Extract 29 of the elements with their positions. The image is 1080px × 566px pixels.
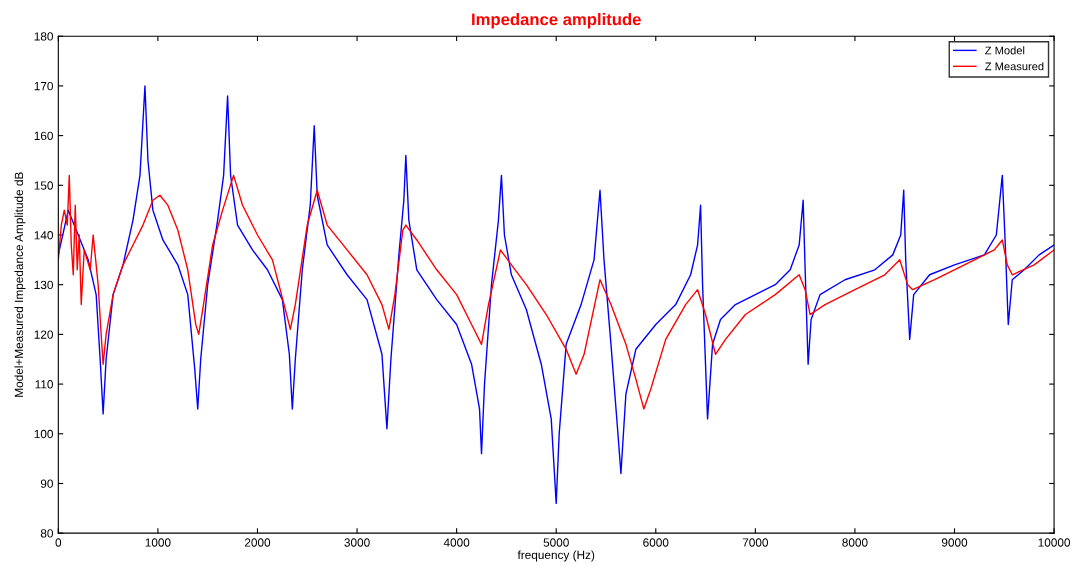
y-tick-label: 80 — [40, 529, 53, 538]
y-tick-label: 130 — [34, 280, 53, 290]
y-tick-label: 100 — [34, 429, 53, 439]
y-tick-label: 120 — [34, 330, 53, 339]
line-series — [58, 85, 1055, 505]
x-tick-label: 3000 — [344, 538, 370, 547]
legend-label: Z Model — [985, 46, 1025, 55]
x-tick-label: 9000 — [941, 538, 968, 547]
y-axis-title: Model+Measured Impedance Amplitude dB — [14, 172, 26, 397]
x-tick-label: 7000 — [742, 538, 769, 547]
chart-title: Impedance amplitude — [472, 13, 641, 29]
y-tick-label: 160 — [34, 131, 53, 141]
y-tick-label: 180 — [34, 32, 53, 41]
y-tick-label: 150 — [34, 181, 53, 190]
x-tick-label: 1000 — [145, 538, 171, 547]
x-tick-label: 2000 — [244, 538, 271, 547]
y-tick-label: 170 — [34, 81, 53, 91]
x-tick-label: 8000 — [842, 538, 868, 547]
line-series — [58, 174, 1055, 410]
x-axis-title: frequency (Hz) — [517, 550, 595, 562]
x-tick-label: 5000 — [543, 538, 569, 547]
legend-label: Z Measured — [985, 62, 1044, 71]
x-tick-label: 10000 — [1038, 538, 1071, 547]
x-tick-label: 0 — [55, 538, 62, 547]
y-tick-label: 110 — [35, 380, 53, 389]
x-tick-label: 4000 — [443, 538, 470, 547]
x-tick-label: 6000 — [643, 538, 669, 547]
y-tick-label: 140 — [34, 231, 53, 240]
y-tick-label: 90 — [40, 479, 53, 488]
